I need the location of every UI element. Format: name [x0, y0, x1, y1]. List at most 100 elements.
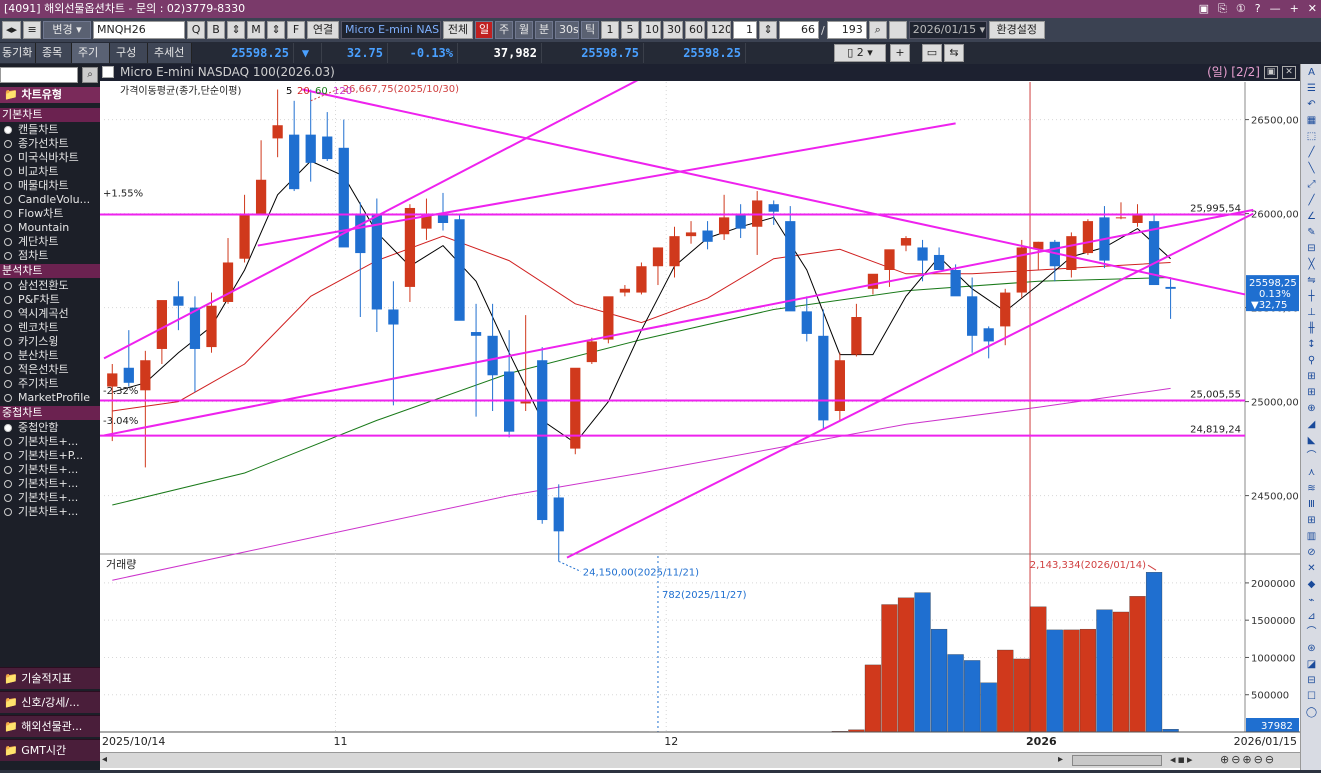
drawing-tool-icon[interactable]: ☰	[1307, 83, 1316, 94]
sidebar-item[interactable]: 삼선전환도	[4, 279, 100, 293]
sidebar-item[interactable]: MarketProfile	[4, 391, 100, 405]
candle-body[interactable]	[322, 136, 333, 160]
tab-trendline[interactable]: 추세선	[148, 43, 192, 63]
candle-body[interactable]	[1165, 286, 1176, 289]
sidebar-item[interactable]: 적은선차트	[4, 363, 100, 377]
radio-icon[interactable]	[4, 494, 12, 502]
count-input[interactable]: 66	[779, 21, 820, 39]
drawing-tool-icon[interactable]: ⊞	[1307, 387, 1316, 398]
candle-body[interactable]	[570, 367, 581, 449]
radio-icon[interactable]	[4, 352, 12, 360]
m-button[interactable]: M	[247, 21, 266, 39]
volume-bar[interactable]	[1096, 609, 1113, 733]
radio-icon[interactable]	[4, 238, 12, 246]
drawing-tool-icon[interactable]: ⇋	[1307, 275, 1316, 286]
candle-body[interactable]	[834, 360, 845, 411]
pin-icon[interactable]: ▣	[1198, 2, 1210, 15]
drawing-tool-icon[interactable]: ✎	[1307, 227, 1316, 238]
candle-body[interactable]	[338, 147, 349, 248]
candle-body[interactable]	[272, 125, 283, 139]
chart-pane[interactable]: 24500,0025000,0025500,0026000,0026500,00…	[100, 34, 1300, 770]
candle-body[interactable]	[768, 204, 779, 212]
radio-icon[interactable]	[4, 338, 12, 346]
sidebar-item[interactable]: 비교차트	[4, 165, 100, 179]
drawing-tool-icon[interactable]: ◪	[1306, 659, 1317, 670]
scroll-left-icon[interactable]: ◂	[102, 754, 108, 765]
drawing-tool-icon[interactable]: ◣	[1307, 435, 1316, 446]
volume-bar[interactable]	[1046, 629, 1063, 733]
range-1[interactable]: 1	[601, 21, 620, 39]
candle-body[interactable]	[669, 236, 680, 267]
radio-icon[interactable]	[4, 438, 12, 446]
search-icon[interactable]: Q	[187, 21, 206, 39]
sidebar-item[interactable]: 분산차트	[4, 349, 100, 363]
volume-bar[interactable]	[1145, 572, 1163, 733]
sidebar-item[interactable]: P&F차트	[4, 293, 100, 307]
sidebar-item[interactable]: 종가선차트	[4, 137, 100, 151]
drawing-tool-icon[interactable]: ⌒	[1306, 451, 1317, 462]
drawing-tool-icon[interactable]: ⊿	[1307, 611, 1316, 622]
radio-icon[interactable]	[4, 508, 12, 516]
candle-body[interactable]	[801, 311, 812, 334]
volume-bar[interactable]	[864, 664, 882, 733]
candle-body[interactable]	[851, 317, 862, 355]
drawing-tool-icon[interactable]: ▥	[1306, 531, 1317, 542]
candle-body[interactable]	[1016, 247, 1027, 293]
close-pane-icon[interactable]: ✕	[1282, 66, 1296, 79]
spin-icon[interactable]: ⇕	[227, 21, 246, 39]
sidebar-item[interactable]: 카기스윙	[4, 335, 100, 349]
volume-bar[interactable]	[1013, 658, 1030, 733]
candle-body[interactable]	[404, 207, 416, 287]
tab-compose[interactable]: 구성	[110, 43, 148, 63]
candle-body[interactable]	[289, 134, 300, 190]
zoom-icon[interactable]: ⌕	[868, 21, 887, 39]
date-checkbox[interactable]	[888, 21, 907, 39]
period-minute[interactable]: 분	[535, 21, 554, 39]
sidebar-item[interactable]: CandleVolu...	[4, 193, 100, 207]
drawing-tool-icon[interactable]: ⋏	[1307, 467, 1316, 478]
restore-icon[interactable]: ▣	[1264, 66, 1278, 79]
unit-spin-icon[interactable]: ⇕	[759, 21, 778, 39]
candle-body[interactable]	[1148, 221, 1160, 286]
f-button[interactable]: F	[287, 21, 306, 39]
sidebar-item[interactable]: Mountain	[4, 221, 100, 235]
drawing-tool-icon[interactable]: ⊕	[1307, 403, 1316, 414]
tab-sync[interactable]: 동기화	[0, 43, 36, 63]
sidebar-bottom-indicators[interactable]: 📁 기술적지표	[0, 667, 100, 689]
b-button[interactable]: B	[207, 21, 226, 39]
drawing-tool-icon[interactable]: ↕	[1307, 339, 1316, 350]
zoom-controls-icon[interactable]: ⊕⊖⊕⊖⊖	[1220, 753, 1277, 766]
candle-body[interactable]	[718, 217, 730, 235]
drawing-tool-icon[interactable]: ⊟	[1307, 675, 1316, 686]
candle-body[interactable]	[636, 266, 647, 293]
sidebar-item[interactable]: 기본차트+...	[4, 477, 100, 491]
candle-body[interactable]	[1033, 241, 1044, 250]
candle-body[interactable]	[586, 341, 597, 363]
settings-button[interactable]: 환경설정	[988, 21, 1045, 39]
radio-icon[interactable]	[4, 296, 12, 304]
date-picker[interactable]: 2026/01/15 ▾	[908, 21, 987, 39]
chart-type-header[interactable]: 📁 차트유형	[0, 87, 100, 103]
drawing-tool-icon[interactable]: ⊘	[1307, 547, 1316, 558]
radio-icon[interactable]	[4, 452, 12, 460]
sidebar-item[interactable]: 미국식바차트	[4, 151, 100, 165]
candle-body[interactable]	[107, 373, 118, 387]
sidebar-item[interactable]: 기본차트+...	[4, 491, 100, 505]
candle-body[interactable]	[735, 215, 746, 229]
volume-bar[interactable]	[1079, 628, 1096, 733]
sidebar-item[interactable]: 매물대차트	[4, 179, 100, 193]
sidebar-item[interactable]: 캔들차트	[4, 123, 100, 137]
candle-body[interactable]	[239, 213, 250, 259]
volume-bar[interactable]	[1030, 606, 1047, 733]
candle-body[interactable]	[1115, 217, 1127, 219]
drawing-tool-icon[interactable]: ⌒	[1306, 627, 1317, 638]
volume-bar[interactable]	[881, 604, 898, 733]
candle-body[interactable]	[917, 247, 928, 261]
candle-body[interactable]	[206, 305, 217, 348]
tab-period[interactable]: 주기	[72, 43, 110, 63]
range-120[interactable]: 120	[707, 21, 732, 39]
trendline-lower-channel[interactable]	[103, 208, 1254, 437]
candle-body[interactable]	[818, 335, 829, 421]
drawing-tool-icon[interactable]: ⌁	[1308, 595, 1315, 606]
drawing-tool-icon[interactable]: ↶	[1307, 99, 1316, 110]
